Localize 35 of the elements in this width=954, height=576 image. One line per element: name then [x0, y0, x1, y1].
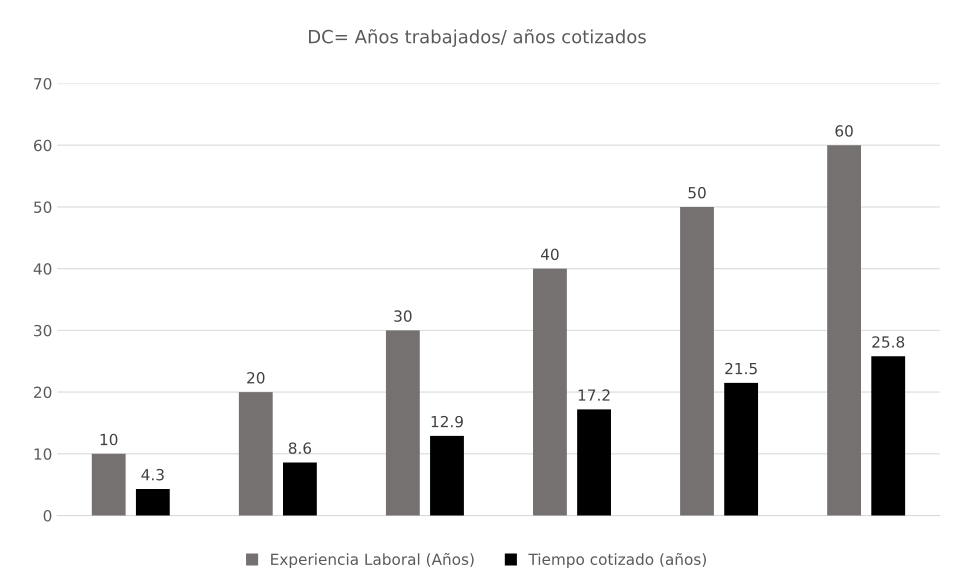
- bar: [283, 462, 317, 516]
- y-tick-label: 60: [34, 140, 52, 152]
- bar: [680, 206, 714, 516]
- bar: [724, 382, 758, 516]
- data-label: 21.5: [725, 362, 757, 374]
- y-tick-label: 70: [34, 78, 52, 90]
- y-tick-label: 50: [34, 201, 52, 213]
- data-label: 8.6: [288, 442, 312, 454]
- data-label: 60: [835, 125, 853, 137]
- bar: [871, 356, 906, 516]
- data-label: 4.3: [141, 468, 164, 480]
- bar: [136, 488, 170, 516]
- bar: [386, 330, 420, 516]
- bar: [533, 268, 567, 516]
- data-label: 17.2: [578, 389, 610, 401]
- y-tick-label: 30: [34, 324, 52, 336]
- chart-title: DC= Años trabajados/ años cotizados: [309, 29, 646, 47]
- bar: [92, 454, 126, 516]
- bar: [827, 145, 862, 516]
- y-tick-label: 20: [34, 386, 52, 398]
- bar: [238, 392, 273, 516]
- bar: [577, 409, 611, 516]
- data-label: 20: [247, 372, 264, 384]
- data-label: 10: [100, 434, 118, 446]
- data-label: 40: [540, 248, 559, 260]
- data-label: 50: [688, 186, 706, 198]
- legend-label: Tiempo cotizado (años): [528, 552, 706, 568]
- y-tick-label: 0: [44, 510, 52, 522]
- data-label: 12.9: [432, 416, 463, 428]
- legend-label: Experiencia Laboral (Años): [271, 552, 474, 568]
- y-tick-label: 40: [34, 263, 52, 275]
- data-label: 25.8: [872, 336, 904, 348]
- y-tick-label: 10: [34, 448, 52, 460]
- bar: [430, 436, 464, 516]
- data-label: 30: [394, 310, 412, 322]
